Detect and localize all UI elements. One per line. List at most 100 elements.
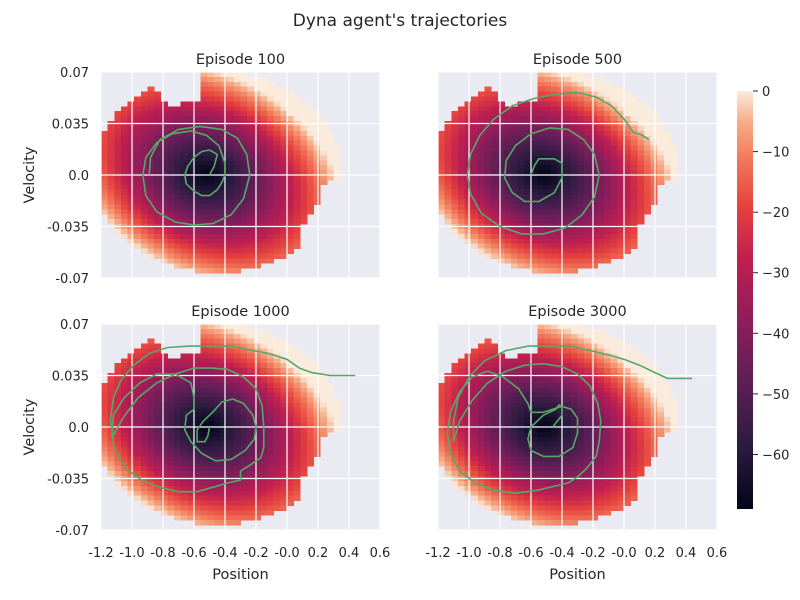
heatmap-cell	[511, 165, 519, 171]
heatmap-cell	[240, 81, 248, 88]
heatmap-cell	[207, 253, 215, 259]
heatmap-cell	[610, 358, 618, 364]
heatmap-cell	[180, 189, 188, 196]
heatmap-cell	[187, 397, 195, 403]
heatmap-cell	[287, 363, 295, 369]
heatmap-cell	[287, 219, 295, 225]
x-tick-label: -0.0	[274, 546, 299, 561]
heatmap-cell	[160, 111, 168, 117]
heatmap-cell	[577, 328, 585, 335]
heatmap-cell	[326, 427, 334, 433]
heatmap-cell	[147, 382, 155, 389]
heatmap-cell	[267, 179, 275, 186]
heatmap-cell	[491, 490, 499, 497]
heatmap-cell	[438, 382, 446, 389]
heatmap-cell	[154, 353, 162, 359]
heatmap-cell	[233, 382, 241, 389]
heatmap-cell	[457, 392, 465, 398]
heatmap-cell	[127, 106, 135, 112]
heatmap-cell	[200, 96, 208, 102]
heatmap-cell	[174, 125, 182, 132]
heatmap-cell	[577, 233, 585, 240]
heatmap-cell	[207, 72, 215, 78]
heatmap-cell	[227, 91, 235, 97]
heatmap-cell	[180, 456, 188, 462]
heatmap-cell	[670, 427, 678, 433]
heatmap-cell	[194, 451, 202, 457]
heatmap-cell	[233, 96, 241, 102]
heatmap-cell	[497, 219, 505, 225]
heatmap-cell	[127, 382, 135, 389]
heatmap-cell	[154, 431, 162, 438]
heatmap-cell	[174, 436, 182, 443]
heatmap-cell	[134, 135, 142, 142]
heatmap-cell	[320, 125, 328, 132]
heatmap-cell	[313, 427, 321, 433]
heatmap-cell	[544, 91, 552, 97]
heatmap-cell	[550, 160, 558, 166]
heatmap-cell	[194, 358, 202, 364]
heatmap-cell	[597, 135, 605, 142]
heatmap-cell	[537, 490, 545, 497]
heatmap-cell	[213, 348, 221, 354]
heatmap-cell	[444, 130, 452, 137]
heatmap-cell	[240, 238, 248, 245]
heatmap-cell	[604, 130, 612, 137]
heatmap-cell	[127, 417, 135, 423]
heatmap-cell	[597, 243, 605, 249]
heatmap-cell	[630, 179, 638, 186]
heatmap-cell	[624, 412, 632, 418]
heatmap-cell	[637, 436, 645, 443]
heatmap-cell	[524, 446, 532, 452]
heatmap-cell	[637, 402, 645, 408]
heatmap-cell	[273, 238, 281, 245]
heatmap-cell	[194, 471, 202, 477]
heatmap-cell	[477, 500, 485, 506]
heatmap-cell	[511, 387, 519, 394]
heatmap-cell	[438, 412, 446, 418]
heatmap-cell	[604, 116, 612, 122]
heatmap-cell	[207, 505, 215, 511]
heatmap-cell	[637, 130, 645, 137]
heatmap-cell	[240, 228, 248, 235]
heatmap-cell	[247, 101, 255, 107]
heatmap-cell	[147, 96, 155, 102]
heatmap-cell	[200, 101, 208, 107]
heatmap-cell	[160, 243, 168, 249]
heatmap-cell	[233, 358, 241, 364]
heatmap-cell	[127, 209, 135, 215]
heatmap-cell	[300, 106, 308, 112]
heatmap-cell	[517, 130, 525, 137]
heatmap-cell	[564, 135, 572, 142]
heatmap-cell	[134, 431, 142, 438]
heatmap-cell	[584, 505, 592, 511]
heatmap-cell	[247, 353, 255, 359]
heatmap-cell	[220, 431, 228, 438]
heatmap-cell	[134, 368, 142, 374]
heatmap-cell	[326, 175, 334, 181]
heatmap-cell	[120, 402, 128, 408]
heatmap-cell	[280, 150, 288, 156]
heatmap-cell	[524, 106, 532, 112]
heatmap-cell	[120, 125, 128, 132]
heatmap-cell	[101, 461, 109, 467]
heatmap-cell	[240, 204, 248, 210]
panel-title: Episode 100	[196, 52, 285, 68]
heatmap-cell	[207, 407, 215, 413]
heatmap-cell	[213, 363, 221, 369]
heatmap-cell	[471, 96, 479, 102]
heatmap-cell	[597, 363, 605, 369]
heatmap-cell	[160, 441, 168, 448]
heatmap-cell	[333, 422, 341, 428]
heatmap-cell	[624, 348, 632, 354]
heatmap-cell	[624, 368, 632, 374]
heatmap-cell	[233, 343, 241, 349]
heatmap-cell	[267, 214, 275, 220]
heatmap-cell	[590, 233, 598, 240]
heatmap-cell	[160, 358, 168, 364]
heatmap-cell	[597, 170, 605, 176]
heatmap-cell	[140, 228, 148, 235]
heatmap-cell	[280, 505, 288, 511]
heatmap-cell	[457, 165, 465, 171]
heatmap-cell	[287, 150, 295, 156]
